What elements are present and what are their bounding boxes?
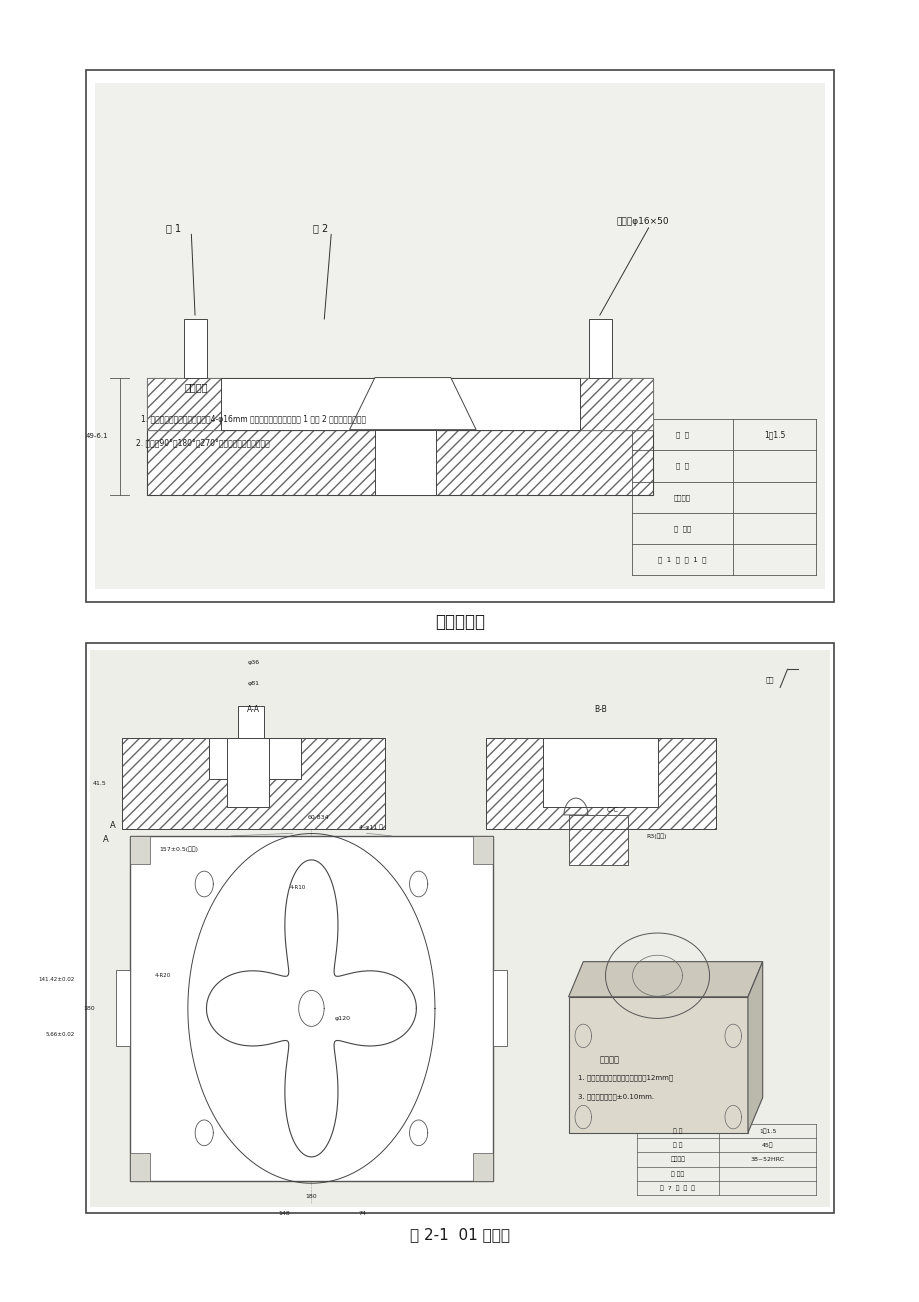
Bar [147, 378, 652, 430]
Polygon shape [747, 962, 762, 1133]
Text: 1：1.5: 1：1.5 [763, 431, 785, 439]
Text: 图 2-1  01 工件图: 图 2-1 01 工件图 [410, 1226, 509, 1242]
Text: 180: 180 [83, 1006, 95, 1010]
Text: 圆柱销φ16×50: 圆柱销φ16×50 [616, 217, 668, 225]
Text: R3(周边): R3(周边) [646, 833, 666, 838]
Text: 第  7  页  共  页: 第 7 页 共 页 [660, 1185, 695, 1191]
Bar [85, 70, 834, 602]
Text: 60.834: 60.834 [308, 815, 329, 820]
Text: φ120: φ120 [335, 1017, 350, 1021]
Text: B-B: B-B [594, 706, 607, 713]
Text: 141.42±0.02: 141.42±0.02 [39, 978, 74, 982]
Text: 件 2: 件 2 [312, 223, 328, 233]
Bar [209, 738, 301, 779]
Polygon shape [349, 378, 476, 430]
Text: 比  例: 比 例 [675, 431, 688, 439]
Bar [221, 378, 579, 430]
Text: 材 料: 材 料 [673, 1142, 682, 1148]
Bar [147, 430, 652, 495]
Bar [485, 738, 715, 829]
Bar [568, 997, 747, 1133]
Bar [485, 738, 715, 829]
Bar [568, 815, 628, 865]
Bar [147, 430, 652, 495]
Text: 其余: 其余 [766, 676, 774, 684]
Bar [493, 970, 506, 1047]
Text: 图 号：: 图 号： [671, 1170, 684, 1177]
Text: 图  号：: 图 号： [674, 525, 690, 533]
Text: 157±0.5(周边): 157±0.5(周边) [159, 846, 198, 852]
Bar [122, 738, 384, 829]
Bar [147, 378, 221, 430]
Text: 2. 再旋转90°、180°、270°时，均能达到上述要求。: 2. 再旋转90°、180°、270°时，均能达到上述要求。 [136, 439, 269, 447]
Text: 1：1.5: 1：1.5 [758, 1128, 776, 1134]
Text: 3. 末注公差形角：±0.10mm.: 3. 末注公差形角：±0.10mm. [577, 1092, 653, 1100]
Bar [130, 836, 493, 1181]
Text: C-C: C-C [606, 807, 618, 812]
Bar [472, 1152, 493, 1181]
Text: 热处理：: 热处理： [674, 493, 690, 501]
Text: 第  1  页  共  1  页: 第 1 页 共 1 页 [658, 556, 706, 564]
Bar [227, 738, 268, 806]
Text: 74: 74 [357, 1211, 366, 1216]
Bar [184, 319, 207, 378]
Text: 1. 四牛异形槽曲面的尺寸公差为：12mm；: 1. 四牛异形槽曲面的尺寸公差为：12mm； [577, 1074, 672, 1082]
Text: 4-φ11 孔: 4-φ11 孔 [358, 824, 382, 829]
Text: φ81: φ81 [247, 681, 259, 686]
Bar [588, 319, 611, 378]
Text: 4-R20: 4-R20 [155, 974, 171, 978]
Text: 180: 180 [305, 1194, 317, 1199]
Text: 5.66±0.02: 5.66±0.02 [45, 1032, 74, 1036]
Bar [579, 378, 652, 430]
Bar [237, 706, 264, 738]
Bar [122, 738, 384, 829]
Text: 件 1: 件 1 [165, 223, 180, 233]
Bar [568, 815, 628, 865]
Bar [543, 738, 658, 806]
Text: 49-6.1: 49-6.1 [85, 434, 108, 439]
Bar [472, 836, 493, 865]
Text: 技术要求: 技术要求 [599, 1056, 619, 1064]
Text: 比 例: 比 例 [673, 1128, 682, 1134]
Text: 热处理：: 热处理： [670, 1156, 685, 1163]
Bar [116, 970, 130, 1047]
Bar [90, 650, 829, 1207]
Text: φ36: φ36 [247, 660, 259, 665]
Text: 1. 曲面和四个异形配合的同时，4-φ16mm 的圆柱销也同时能插入件 1 与件 2 相对应的销孔内；: 1. 曲面和四个异形配合的同时，4-φ16mm 的圆柱销也同时能插入件 1 与件… [141, 415, 366, 423]
Bar [130, 1152, 150, 1181]
Bar [130, 836, 150, 865]
Text: 技术要求: 技术要求 [184, 381, 208, 392]
Bar [95, 83, 824, 589]
Text: 148: 148 [278, 1211, 289, 1216]
Text: 41.5: 41.5 [93, 781, 106, 786]
Polygon shape [568, 962, 762, 997]
Bar [85, 643, 834, 1213]
Text: A-A: A-A [246, 706, 260, 713]
Text: 45钢: 45钢 [761, 1142, 773, 1148]
Bar [375, 430, 436, 495]
Text: 材  料: 材 料 [675, 462, 688, 470]
Text: A: A [103, 836, 108, 844]
Text: 38~52HRC: 38~52HRC [750, 1157, 784, 1161]
Text: 零件配合图: 零件配合图 [435, 613, 484, 631]
Text: A: A [110, 822, 116, 829]
Text: 4-R10: 4-R10 [289, 885, 305, 889]
